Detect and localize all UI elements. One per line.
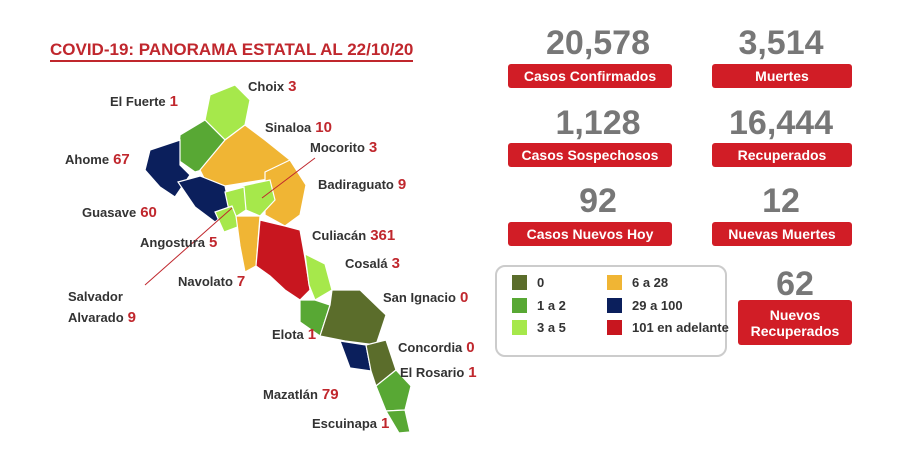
legend-item: 0 [512,275,544,290]
stat-label: Nuevos Recuperados [738,300,852,345]
municipality-value: 5 [209,234,218,251]
municipality-label: Culiacán 361 [312,227,395,244]
municipality-value: 3 [391,255,400,272]
legend-label: 6 a 28 [632,275,669,290]
municipality-name: Elota [272,327,304,342]
legend: 0 1 a 2 3 a 5 6 a 28 29 a 100 101 en adelante [495,265,729,357]
municipality-label: Salvador Alvarado 9 [68,286,148,328]
municipality-label: Choix 3 [248,78,296,95]
legend-label: 0 [537,275,545,290]
municipality-value: 361 [370,227,396,244]
municipality-name: Guasave [82,205,137,220]
municipality-name: Concordia [398,340,463,355]
municipality-name: Mocorito [310,140,365,155]
region-cosala [304,252,333,301]
municipality-label: San Ignacio 0 [383,289,468,306]
municipality-value: 7 [236,273,246,290]
legend-label: 1 a 2 [537,298,566,313]
legend-swatch [512,320,527,335]
municipality-value: 1 [169,93,178,110]
municipality-label: Mocorito 3 [310,139,377,156]
legend-swatch [607,320,622,335]
municipality-label: Badiraguato 9 [318,176,406,193]
municipality-label: Escuinapa 1 [312,415,389,432]
municipality-name: Ahome [65,152,110,167]
municipality-value: 1 [307,326,317,343]
stat-value: 92 [579,182,617,220]
stat-label: Casos Nuevos Hoy [508,222,672,246]
municipality-name: Badiraguato [318,177,394,192]
legend-label: 29 a 100 [632,298,683,313]
legend-swatch [512,298,527,313]
legend-item: 101 en adelante [607,320,729,335]
municipality-value: 1 [381,415,390,432]
municipality-value: 60 [140,204,157,221]
municipality-name: El Rosario [400,365,465,380]
municipality-name: San Ignacio [383,290,456,305]
municipality-value: 3 [288,78,297,95]
legend-item: 29 a 100 [607,298,683,313]
title: COVID-19: PANORAMA ESTATAL AL 22/10/20 [50,40,414,62]
legend-swatch [607,275,622,290]
municipality-label: Guasave 60 [82,204,157,221]
municipality-value: 9 [127,309,136,326]
pointer [144,207,233,286]
legend-item: 6 a 28 [607,275,668,290]
municipality-label: El Rosario 1 [400,364,477,381]
region-navolato [235,215,261,273]
municipality-value: 10 [315,119,332,136]
municipality-name: Sinaloa [265,120,312,135]
region-el-rosario [375,369,412,412]
region-culiacan [255,219,311,301]
municipality-value: 0 [459,289,469,306]
municipality-label: Mazatlán 79 [263,386,339,403]
municipality-name: El Fuerte [110,94,166,109]
stat-label: Nuevas Muertes [712,222,852,246]
legend-swatch [607,298,622,313]
municipality-label: Elota 1 [272,326,316,343]
municipality-name: Mazatlán [263,387,318,402]
stat-label: Recuperados [712,143,852,167]
legend-label: 3 a 5 [537,320,566,335]
stat-label: Casos Sospechosos [508,143,672,167]
municipality-label: Cosalá 3 [345,255,400,272]
municipality-value: 3 [368,139,378,156]
municipality-label: Sinaloa 10 [265,119,332,136]
legend-item: 1 a 2 [512,298,566,313]
region-escuinapa [384,409,411,434]
region-badiraguato [264,159,307,227]
municipality-name: Cosalá [345,256,388,271]
municipality-label: Navolato 7 [178,273,245,290]
municipality-name: Escuinapa [312,416,378,431]
municipality-value: 79 [321,386,339,403]
municipality-name: Choix [248,79,285,94]
municipality-value: 9 [397,176,407,193]
legend-item: 3 a 5 [512,320,566,335]
legend-label: 101 en adelante [632,320,729,335]
municipality-name: Navolato [178,274,233,289]
municipality-label: Ahome 67 [65,151,130,168]
municipality-value: 1 [468,364,477,381]
stat-label: Casos Confirmados [508,64,672,88]
stat-value: 62 [776,265,814,303]
region-san-ignacio [319,289,387,346]
legend-swatch [512,275,527,290]
stat-value: 1,128 [555,104,641,142]
municipality-name: Angostura [140,235,205,250]
municipality-label: Concordia 0 [398,339,475,356]
stat-value: 16,444 [729,104,833,142]
stat-label: Muertes [712,64,852,88]
pointer [261,157,316,199]
municipality-name: Culiacán [312,228,367,243]
municipality-name: Salvador Alvarado [68,289,124,325]
stat-value: 3,514 [738,24,824,62]
stat-value: 20,578 [546,24,650,62]
stat-value: 12 [762,182,800,220]
municipality-label: El Fuerte 1 [110,93,178,110]
municipality-value: 67 [113,151,130,168]
municipality-label: Angostura 5 [140,234,217,251]
municipality-value: 0 [466,339,475,356]
